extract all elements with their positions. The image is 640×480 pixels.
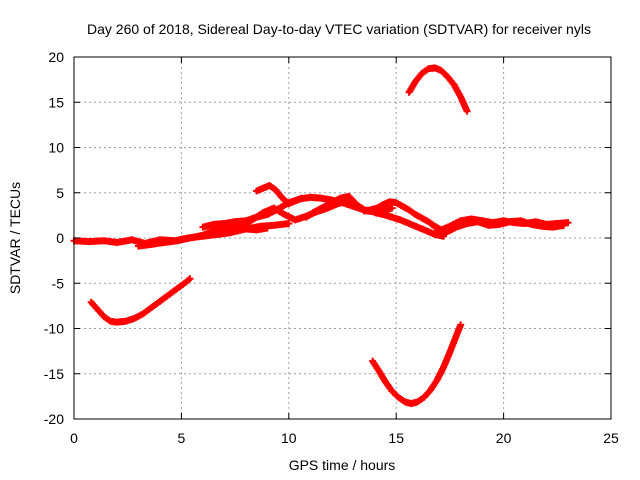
series-tail-right-b <box>431 217 568 237</box>
x-tick-label: 5 <box>178 430 186 446</box>
data-point <box>388 204 396 212</box>
series-arc-top-high <box>405 64 471 115</box>
series-descender-16 <box>371 209 447 240</box>
chart-title: Day 260 of 2018, Sidereal Day-to-day VTE… <box>87 21 591 37</box>
y-axis-label: SDTVAR / TECUs <box>7 182 23 294</box>
data-point <box>457 321 465 329</box>
y-tick-label: -20 <box>44 411 64 427</box>
x-tick-labels: 0 5 10 15 20 25 <box>70 430 619 446</box>
data-point <box>186 275 194 283</box>
y-tick-label: -15 <box>44 366 64 382</box>
data-point <box>463 107 471 115</box>
data-point <box>263 224 271 232</box>
x-tick-label: 0 <box>70 430 78 446</box>
y-tick-label: 0 <box>56 230 64 246</box>
y-tick-label: 10 <box>48 140 64 156</box>
x-tick-label: 15 <box>388 430 404 446</box>
y-tick-labels: -20 -15 -10 -5 0 5 10 15 20 <box>44 49 64 427</box>
y-tick-label: -10 <box>44 321 64 337</box>
y-tick-label: -5 <box>52 275 65 291</box>
x-tick-label: 20 <box>496 430 512 446</box>
data-series <box>70 64 572 408</box>
series-mid-hump <box>253 182 306 208</box>
data-point <box>285 220 293 228</box>
data-point <box>298 194 306 202</box>
series-arc-bottom-low <box>369 321 465 408</box>
series-arc-left-low <box>87 275 194 326</box>
x-tick-label: 10 <box>281 430 297 446</box>
y-tick-label: 20 <box>48 49 64 65</box>
x-axis-label: GPS time / hours <box>289 457 396 473</box>
y-tick-label: 5 <box>56 185 64 201</box>
y-tick-label: 15 <box>48 94 64 110</box>
axis-ticks <box>73 56 612 420</box>
data-point <box>564 219 572 227</box>
x-tick-label: 25 <box>603 430 619 446</box>
data-point <box>560 221 568 229</box>
